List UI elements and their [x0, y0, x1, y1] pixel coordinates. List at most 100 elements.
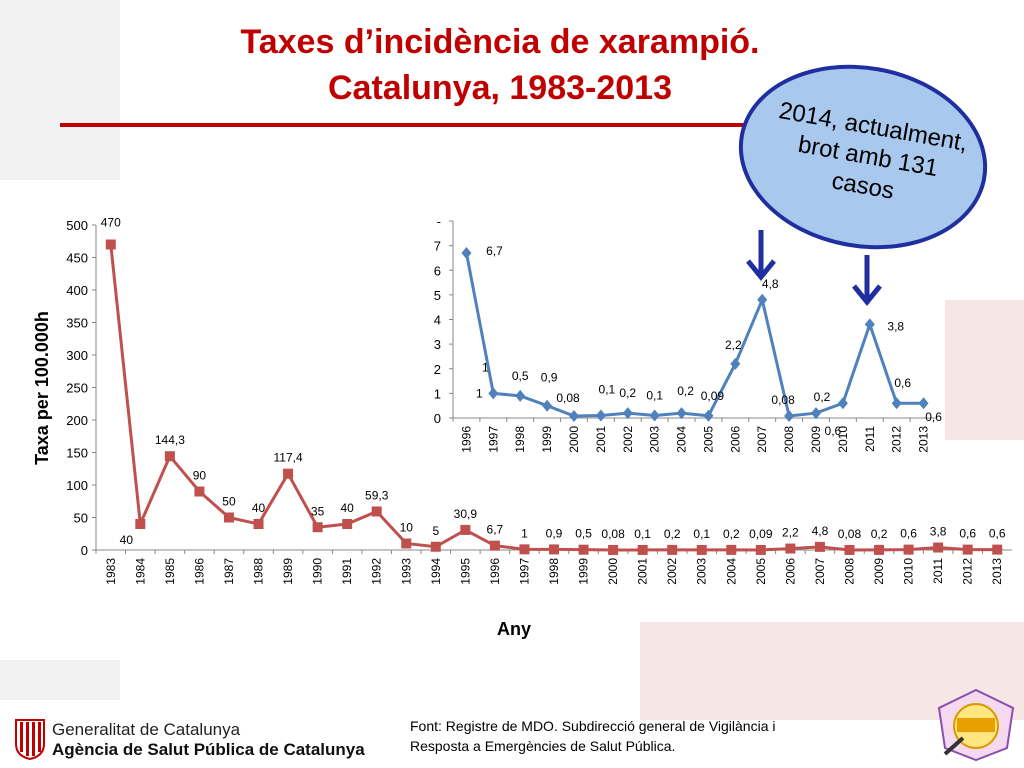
inset-data-label: 0,09 — [701, 389, 725, 403]
main-data-label: 90 — [193, 469, 207, 483]
arrow-down-icon — [852, 255, 882, 306]
inset-line-chart: 0 1 2 3 4 5 6 7 - 1996 1997 1998 1999 2000 2001 2002 200… — [415, 215, 945, 470]
inset-x-tick-label: 2002 — [621, 426, 635, 453]
main-x-tick-label: 2011 — [931, 558, 945, 584]
main-y-tick-label: 450 — [66, 251, 88, 266]
main-data-label: 40 — [120, 533, 134, 547]
main-x-tick-label: 1987 — [222, 558, 236, 585]
main-x-tick-label: 2013 — [990, 558, 1004, 585]
inset-y-tick-label: 7 — [434, 239, 441, 254]
inset-data-label: 0,2 — [619, 386, 636, 400]
main-data-point — [814, 541, 825, 552]
main-data-point — [667, 544, 678, 555]
main-data-point — [933, 542, 944, 553]
inset-data-label: 0,9 — [541, 371, 558, 385]
page-subtitle: Catalunya, 1983-2013 — [328, 69, 672, 107]
main-x-tick-label: 1990 — [311, 558, 325, 585]
main-data-point — [105, 239, 116, 250]
main-x-tick-label: 1996 — [488, 558, 502, 585]
main-y-tick-label: 50 — [74, 511, 88, 526]
inset-data-point — [703, 409, 714, 422]
main-x-tick-label: 2005 — [754, 558, 768, 585]
main-data-label: 50 — [222, 495, 236, 509]
main-data-label: 0,2 — [871, 527, 888, 541]
inset-data-label: 0,6 — [825, 424, 842, 438]
main-x-tick-label: 1993 — [399, 558, 413, 585]
main-data-label: 0,5 — [575, 527, 592, 541]
main-x-tick-label: 2012 — [961, 558, 975, 585]
main-data-label: 40 — [340, 501, 354, 515]
inset-data-point — [649, 409, 660, 422]
main-data-label: 0,08 — [838, 527, 862, 541]
main-x-tick-label: 2001 — [636, 558, 650, 585]
main-chart-background — [0, 180, 490, 660]
inset-x-tick-label: 2004 — [675, 426, 689, 453]
inset-data-label: 0,08 — [771, 393, 795, 407]
main-x-tick-label: 2009 — [872, 558, 886, 585]
main-data-label: 0,1 — [634, 527, 651, 541]
inset-y-tick-label: 1 — [434, 386, 441, 401]
inset-data-label: 0,08 — [556, 391, 580, 405]
inset-y-tick-label: 0 — [434, 411, 441, 426]
inset-x-tick-label: 1996 — [459, 426, 473, 453]
main-data-point — [903, 544, 914, 555]
source-note: Font: Registre de MDO. Subdirecció gener… — [410, 716, 880, 756]
inset-y-tick-label: 3 — [434, 337, 441, 352]
inset-data-point — [730, 357, 741, 370]
main-data-point — [342, 519, 353, 529]
main-data-label: 0,9 — [546, 526, 563, 540]
main-data-label: 0,08 — [601, 527, 625, 541]
inset-data-point — [891, 397, 902, 410]
main-x-tick-label: 2003 — [695, 558, 709, 585]
main-x-tick-label: 1991 — [340, 558, 354, 585]
arrow-down-icon — [746, 230, 776, 281]
inset-x-tick-label: 2005 — [701, 426, 715, 453]
inset-data-point — [622, 407, 633, 420]
source-line: Resposta a Emergències de Salut Pública. — [410, 738, 676, 754]
main-x-tick-label: 1999 — [577, 558, 591, 585]
main-x-tick-label: 2006 — [783, 558, 797, 585]
inset-data-label: 0,6 — [925, 410, 942, 424]
inset-data-point — [676, 407, 687, 420]
inset-data-point — [488, 387, 499, 400]
main-data-point — [135, 519, 146, 529]
inset-data-label: 0,5 — [512, 369, 529, 383]
inset-series-line — [464, 252, 924, 418]
main-y-tick-label: 0 — [81, 543, 88, 558]
main-data-point — [992, 544, 1003, 555]
main-x-tick-label: 1995 — [458, 558, 472, 585]
main-data-label: 3,8 — [930, 525, 947, 539]
org-name: Generalitat de Catalunya — [52, 720, 241, 739]
inset-data-point — [784, 410, 795, 423]
inset-x-tick-label: 2000 — [567, 426, 581, 453]
inset-x-tick-label: 1999 — [540, 426, 554, 453]
inset-x-tick-label: 2012 — [890, 426, 904, 453]
main-data-point — [164, 451, 175, 462]
inset-data-label: 0,1 — [646, 389, 663, 403]
inset-x-tick-label: 2003 — [648, 426, 662, 453]
source-line: Font: Registre de MDO. Subdirecció gener… — [410, 718, 776, 734]
main-y-tick-label: 500 — [66, 218, 88, 233]
main-data-label: 6,7 — [487, 523, 504, 537]
inset-data-point — [811, 407, 821, 420]
main-data-point — [962, 544, 973, 555]
anniversary-badge-icon — [937, 688, 1015, 762]
inset-data-label: 6,7 — [486, 244, 503, 258]
inset-x-tick-label: 2007 — [755, 426, 769, 453]
main-data-label: 470 — [101, 216, 121, 230]
main-data-label: 144,3 — [155, 433, 185, 447]
inset-x-tick-label: 2006 — [728, 426, 742, 453]
main-data-label: 0,2 — [664, 527, 681, 541]
main-data-point — [283, 468, 294, 479]
main-data-point — [726, 544, 737, 555]
inset-data-point — [864, 318, 875, 331]
main-x-tick-label: 1985 — [163, 558, 177, 585]
main-data-label: 0,09 — [749, 527, 773, 541]
inset-data-label: 0,2 — [677, 384, 694, 398]
main-y-tick-label: 300 — [66, 348, 88, 363]
inset-data-label: 0,6 — [894, 376, 911, 390]
inset-data-point — [542, 399, 553, 412]
main-x-tick-label: 2007 — [813, 558, 827, 585]
inset-data-label: 0,1 — [599, 383, 616, 397]
